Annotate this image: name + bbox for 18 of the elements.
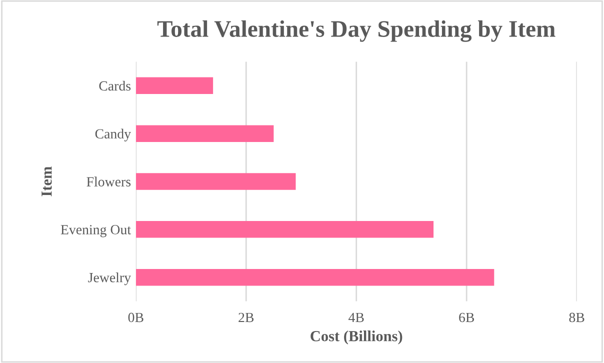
x-tick-label: 4B [348,312,364,322]
bar [136,125,274,142]
x-tick-label: 0B [128,312,144,322]
y-tick-label: Evening Out [60,225,131,238]
y-tick-label: Jewelry [88,272,131,286]
y-tick-label: Candy [95,128,131,142]
bar [136,173,296,190]
bar [136,77,214,94]
y-tick-label: Flowers [86,176,131,186]
bar [136,221,434,238]
x-axis-title: Cost (Billions) [310,330,402,344]
y-tick-label: Cards [99,80,131,91]
x-tick-label: 8B [569,312,584,322]
x-tick-label: 2B [238,312,254,322]
y-axis-title: Item [42,166,52,196]
x-tick-label: 6B [459,312,474,322]
bar [136,268,494,286]
chart-title: Total Valentine's Day Spending by Item [157,20,556,42]
